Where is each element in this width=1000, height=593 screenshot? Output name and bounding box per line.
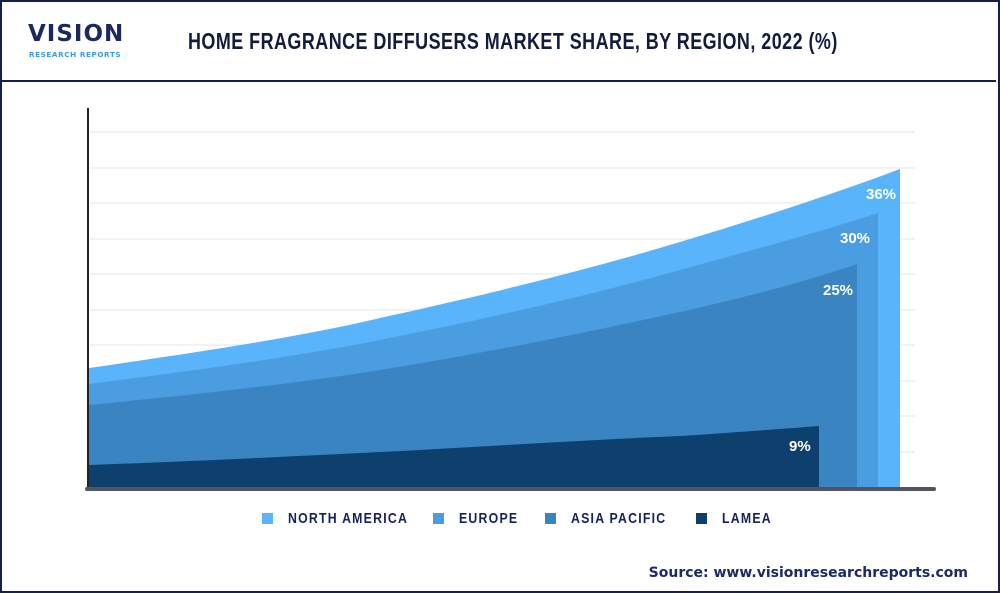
legend-label: ASIA PACIFIC (571, 509, 667, 527)
legend-label: EUROPE (459, 509, 519, 527)
label-asia-pacific: 25% (823, 282, 853, 299)
label-lamea: 9% (789, 438, 811, 455)
legend-item-asia-pacific[interactable]: ASIA PACIFIC (545, 507, 687, 529)
legend-label: LAMEA (722, 509, 772, 527)
label-north-america: 36% (866, 186, 896, 203)
legend-swatch-north-america (262, 512, 273, 524)
area-asia-pacific (89, 264, 857, 488)
legend: NORTH AMERICA EUROPE ASIA PACIFIC LAMEA (0, 507, 1000, 529)
header: VISION RESEARCH REPORTS HOME FRAGRANCE D… (0, 0, 996, 82)
source-credit: Source: www.visionresearchreports.com (648, 565, 968, 581)
logo-subtitle: RESEARCH REPORTS (29, 50, 122, 59)
legend-swatch-asia-pacific (545, 512, 556, 524)
area-lamea (89, 426, 819, 488)
brand-logo: VISION RESEARCH REPORTS (28, 22, 128, 64)
legend-label: NORTH AMERICA (288, 509, 409, 527)
chart-title: HOME FRAGRANCE DIFFUSERS MARKET SHARE, B… (188, 28, 838, 54)
logo-wordmark: VISION (28, 21, 125, 47)
legend-swatch-lamea (696, 512, 707, 524)
label-europe: 30% (840, 230, 870, 247)
legend-swatch-europe (433, 512, 444, 524)
legend-item-north-america[interactable]: NORTH AMERICA (262, 507, 434, 529)
legend-item-lamea[interactable]: LAMEA (696, 507, 783, 529)
legend-item-europe[interactable]: EUROPE (433, 507, 531, 529)
